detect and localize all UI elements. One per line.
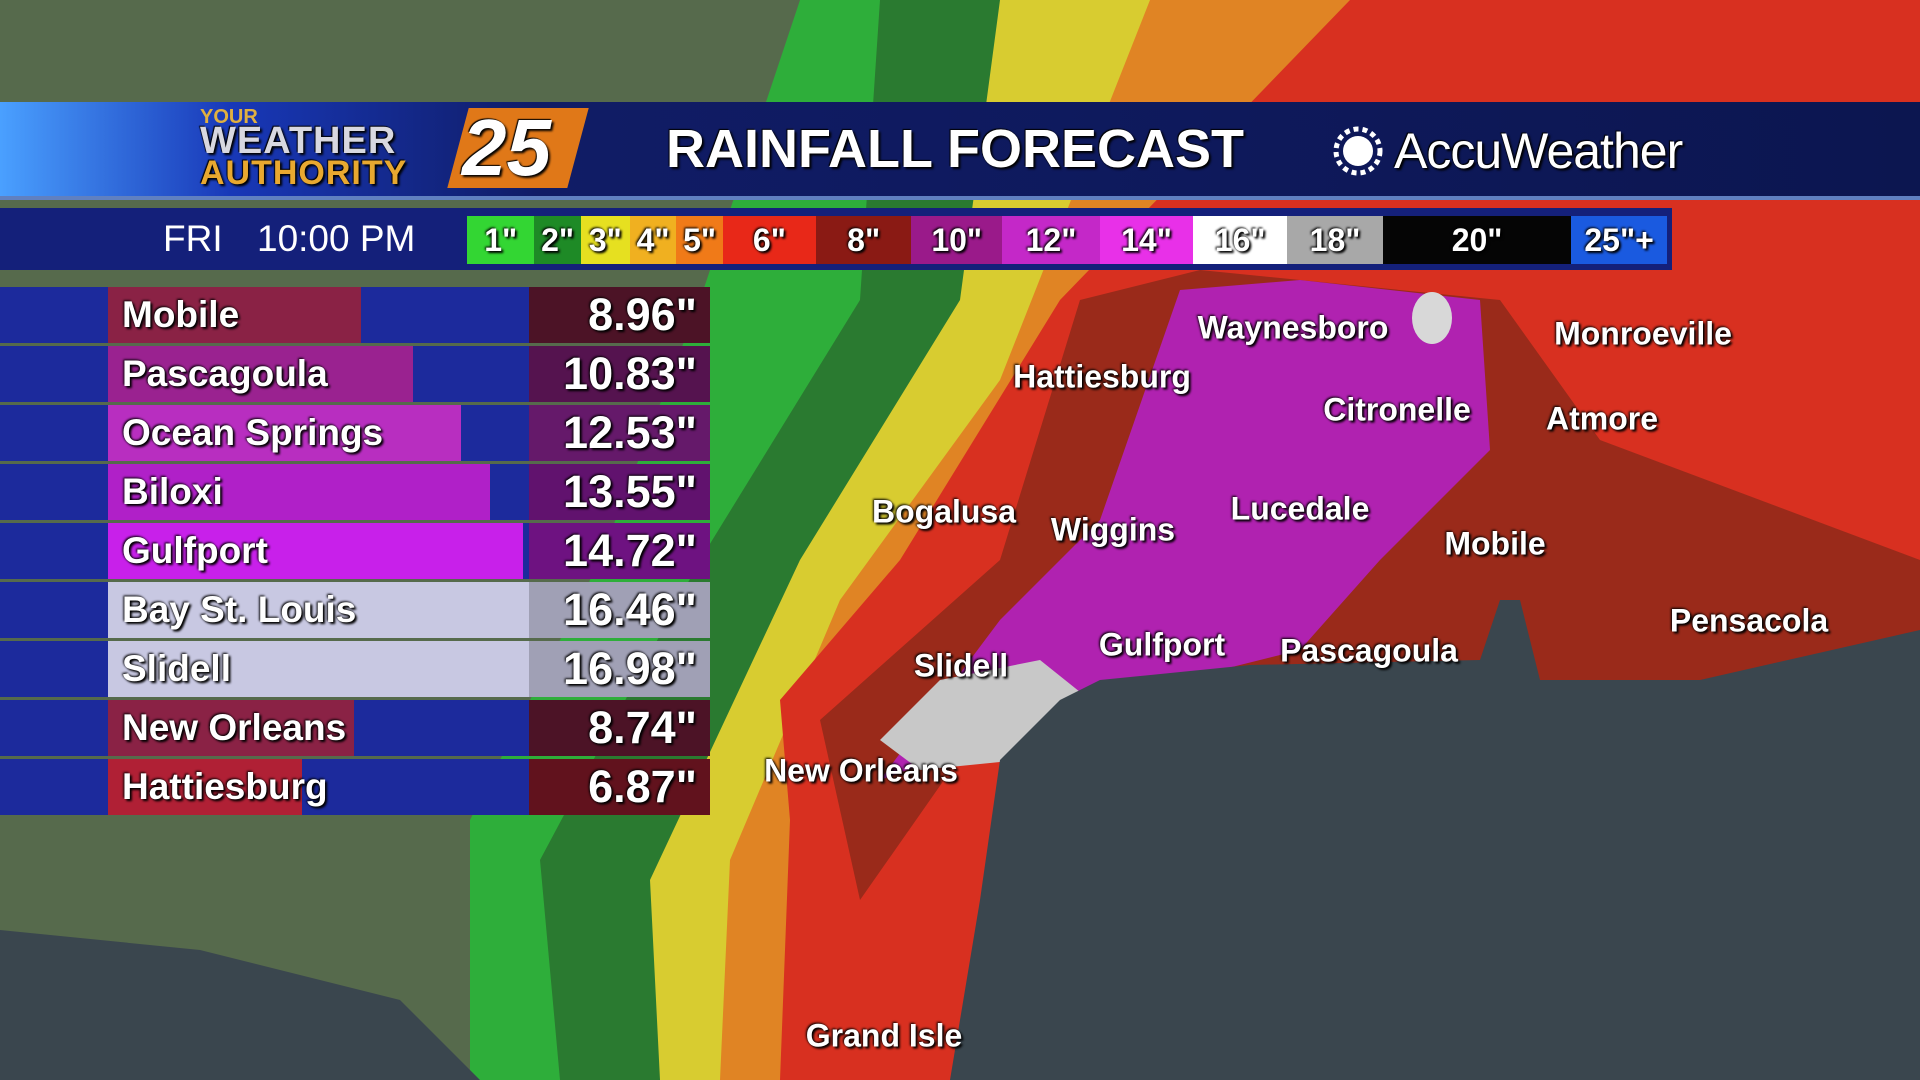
map-label: Wiggins [1050,511,1176,548]
map-label: Bogalusa [871,493,1017,530]
bar [108,346,414,402]
value-cell [529,641,710,697]
legend-swatch: 8" [815,216,912,264]
bar [108,464,491,520]
city-name: Gulfport [122,530,268,571]
city-value: 8.96" [588,289,697,340]
value-cell [529,405,710,461]
city-value: 10.83" [563,348,697,399]
bar-clip [108,700,529,756]
map-label: Citronelle [1323,391,1471,428]
map-label: Waynesboro [1197,309,1389,346]
city-value: 6.87" [588,761,697,812]
city-name: Biloxi [122,471,223,512]
logo-top: YOUR [200,106,258,128]
city-value: 8.74" [588,702,697,753]
day: FRI [163,218,223,259]
bar-clip [108,346,529,402]
bar [108,700,355,756]
value-cell [529,700,710,756]
value-cell [529,582,710,638]
map-label: Mobile [1444,525,1546,562]
city-name: Pascagoula [122,353,328,394]
bar-clip [108,523,529,579]
legend-swatch: 12" [1002,216,1100,264]
bar-clip [108,582,529,638]
city-name: Slidell [122,648,231,689]
rain-band [820,270,1920,900]
rain-band [1412,292,1452,344]
city-value: 16.98" [563,643,697,694]
bar-clip [108,405,529,461]
title: RAINFALL FORECAST [666,119,1244,179]
bar-clip [108,759,529,815]
legend-swatch: 10" [911,216,1003,264]
city-name: Mobile [122,294,240,335]
map-label: Monroeville [1554,315,1732,352]
legend: 1" 2" 3" 4" 5" 6" 8" 10" 12" 14" 16" 18" 20" 25"+ [467,216,1667,264]
brand: AccuWeather [1394,123,1683,179]
map-label: New Orleans [764,752,958,789]
legend-swatch: 3" [580,216,630,264]
legend-swatch: 2" [534,216,581,264]
legend-swatch: 14" [1099,216,1194,264]
bar [108,287,361,343]
legend-swatch: 1" [467,216,535,264]
legend-swatch: 18" [1287,216,1383,264]
time: 10:00 PM [257,218,416,259]
value-cell [529,287,710,343]
bar-clip [108,464,529,520]
rain-band [880,280,1490,780]
map-label: Pensacola [1669,602,1829,639]
map-label: Slidell [913,647,1009,684]
value-cell [529,464,710,520]
legend-swatch: 4" [629,216,677,264]
city-name: New Orleans [122,707,347,748]
map-label: Gulfport [1098,626,1226,663]
bar [108,759,302,815]
bar-clip [108,641,529,697]
header-bar [0,102,1920,200]
legend-swatch: 5" [676,216,723,264]
value-cell [529,523,710,579]
city-value: 16.46" [563,584,697,635]
bar [108,523,524,579]
map-label: Atmore [1545,400,1659,437]
city-value: 12.53" [563,407,697,458]
brand-icon [1333,126,1383,176]
map-label: Lucedale [1230,490,1370,527]
map-label: Grand Isle [805,1017,963,1054]
gulf [950,600,1920,1080]
logo: YOUR WEATHER AUTHORITY 25 [200,102,600,196]
city-name: Hattiesburg [122,766,328,807]
city-value: 14.72" [563,525,697,576]
legend-swatch: 20" [1382,216,1572,264]
bar [108,405,462,461]
map-label: Hattiesburg [1013,358,1191,395]
logo-number: 25 [462,103,551,192]
city-value: 13.55" [563,466,697,517]
city-name: Ocean Springs [122,412,384,453]
value-cell [529,346,710,402]
city-name: Bay St. Louis [122,589,357,630]
bar [108,641,529,697]
legend-swatch: 16" [1193,216,1288,264]
map-label: Pascagoula [1280,632,1458,669]
logo-bottom: AUTHORITY [200,154,408,192]
value-cell [529,759,710,815]
bar-clip [108,287,529,343]
logo-middle: WEATHER [200,120,397,162]
legend-swatch: 25"+ [1571,216,1667,264]
gulf [0,930,480,1080]
bar [108,582,529,638]
legend-swatch: 6" [722,216,816,264]
